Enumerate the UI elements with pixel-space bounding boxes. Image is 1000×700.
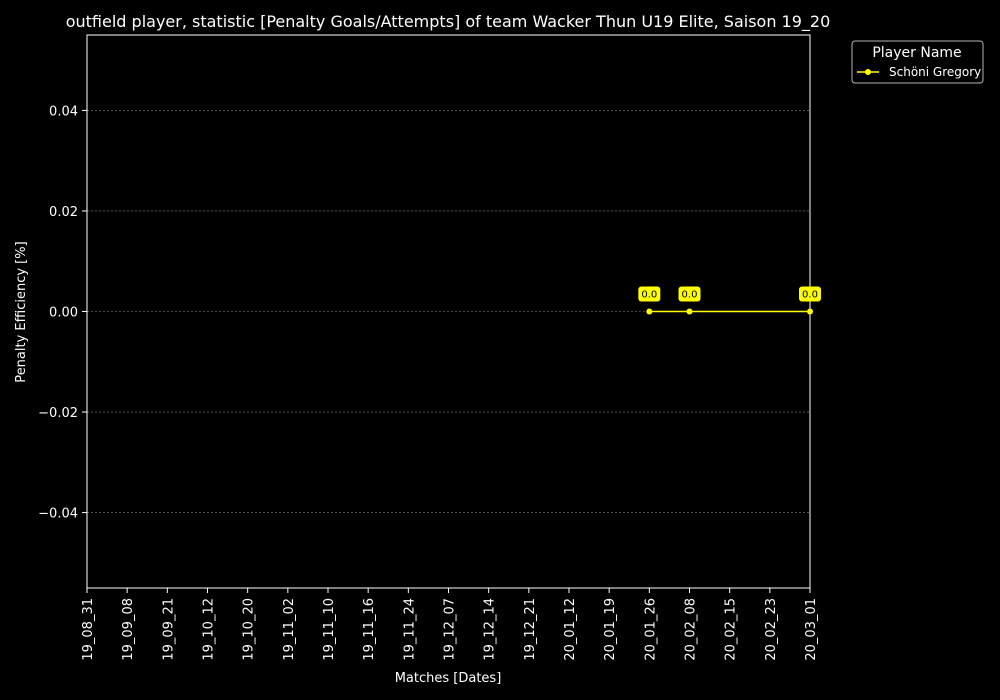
- data-point: [686, 308, 693, 315]
- x-tick-label: 20_01_26: [643, 598, 658, 661]
- x-tick-label: 19_10_20: [242, 598, 257, 661]
- legend-title: Player Name: [872, 45, 961, 61]
- x-tick-label: 19_09_21: [161, 598, 176, 661]
- data-point: [807, 308, 813, 315]
- x-tick-label: 20_02_08: [684, 598, 699, 661]
- x-tick-label: 20_02_23: [764, 598, 779, 661]
- x-tick-label: 19_09_08: [121, 598, 136, 661]
- x-tick-label: 19_12_07: [443, 598, 458, 661]
- x-axis: 19_08_31 19_09_08 19_09_21 19_10_12 19_10_20…: [81, 588, 819, 661]
- x-tick-label: 20_01_19: [603, 598, 618, 661]
- legend-entry-label: Schöni Gregory: [889, 65, 981, 79]
- data-label-box: [678, 286, 701, 302]
- series-layer: 0.0 0.0 0.0: [638, 286, 821, 315]
- y-tick-label: 0.00: [49, 306, 78, 321]
- data-label: 0.0: [641, 290, 657, 301]
- data-label: 0.0: [802, 290, 818, 301]
- x-tick-label: 19_11_02: [282, 598, 297, 661]
- grid-lines: [87, 110, 810, 513]
- chart-title: outfield player, statistic [Penalty Goal…: [66, 12, 831, 32]
- x-tick-label: 19_12_14: [483, 598, 498, 661]
- legend: Player Name Schöni Gregory: [851, 40, 984, 84]
- x-tick-label: 20_01_12: [563, 598, 578, 661]
- x-tick-label: 19_11_10: [322, 598, 337, 661]
- y-axis: 0.04 0.02 0.00 −0.02 −0.04: [38, 104, 87, 522]
- y-axis-label: Penalty Efficiency [%]: [14, 241, 29, 382]
- x-tick-label: 20_02_15: [724, 598, 739, 661]
- data-point: [646, 308, 653, 315]
- y-tick-label: 0.04: [49, 104, 78, 119]
- x-tick-label: 19_11_16: [362, 598, 377, 661]
- y-tick-label: −0.04: [38, 507, 78, 522]
- legend-box: [851, 40, 984, 84]
- data-label-box: [799, 286, 821, 302]
- data-label-box: [638, 286, 661, 302]
- y-tick-label: 0.02: [49, 205, 78, 220]
- x-tick-label: 19_12_21: [523, 598, 538, 661]
- x-tick-label: 19_08_31: [81, 598, 96, 661]
- data-label: 0.0: [682, 290, 698, 301]
- x-axis-label: Matches [Dates]: [395, 671, 502, 686]
- legend-point-marker: [865, 69, 871, 75]
- x-tick-label: 19_11_24: [402, 598, 417, 661]
- y-tick-label: −0.02: [38, 406, 78, 421]
- x-tick-label: 20_03_01: [804, 598, 819, 661]
- x-tick-label: 19_10_12: [202, 598, 217, 661]
